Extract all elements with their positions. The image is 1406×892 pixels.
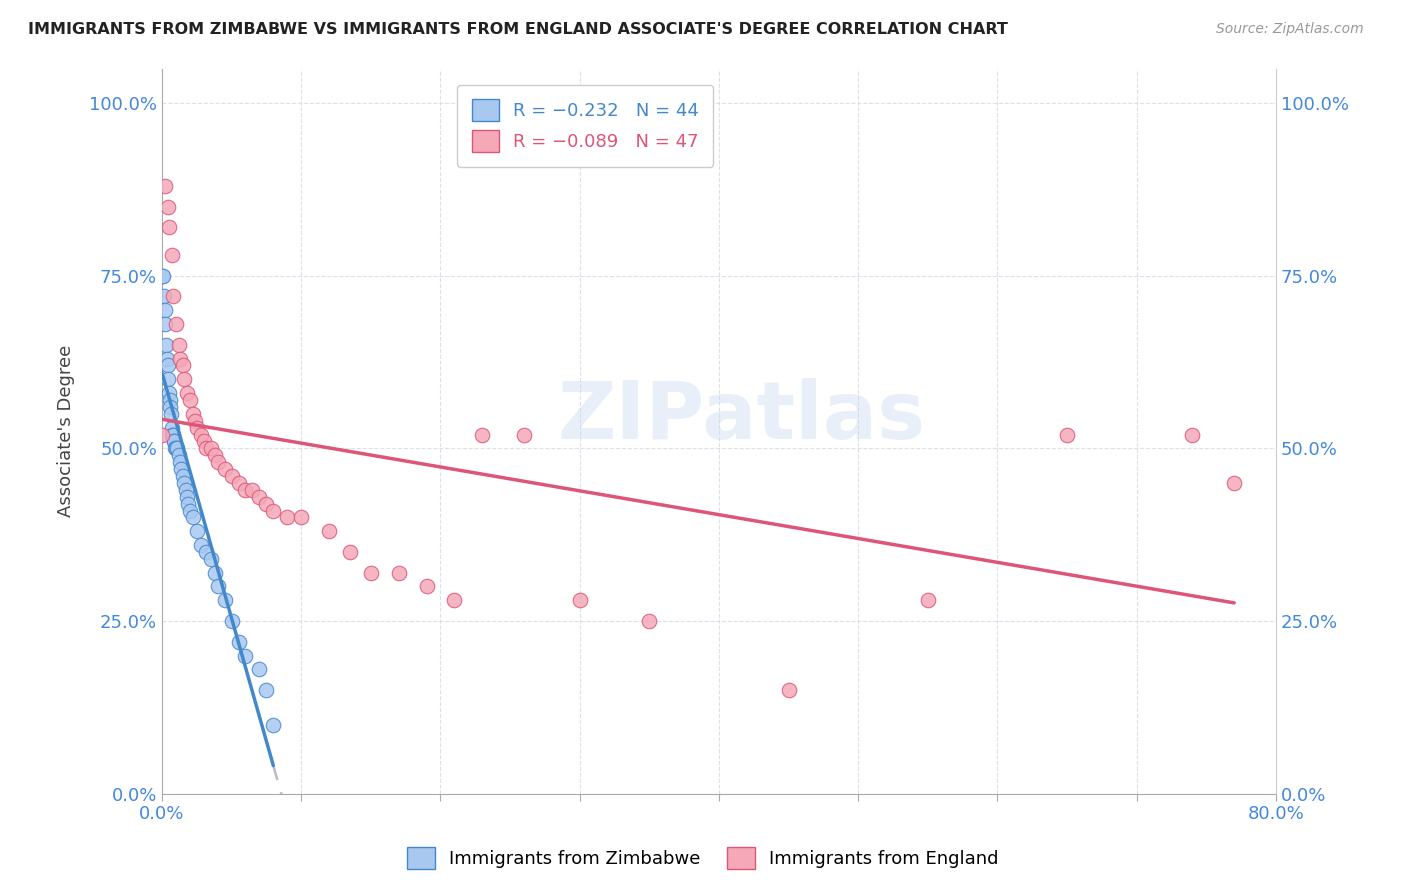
Point — [249, 662, 271, 676]
Point — [221, 469, 243, 483]
Point — [242, 483, 264, 497]
Point — [204, 566, 226, 580]
Point — [200, 552, 222, 566]
Point — [179, 503, 201, 517]
Text: IMMIGRANTS FROM ZIMBABWE VS IMMIGRANTS FROM ENGLAND ASSOCIATE'S DEGREE CORRELATI: IMMIGRANTS FROM ZIMBABWE VS IMMIGRANTS F… — [28, 22, 1008, 37]
Point — [162, 427, 184, 442]
Point — [214, 593, 236, 607]
Point — [155, 317, 177, 331]
Point — [162, 427, 184, 442]
Point — [163, 434, 186, 449]
Point — [1056, 427, 1078, 442]
Point — [159, 392, 181, 407]
Point — [221, 614, 243, 628]
Text: Source: ZipAtlas.com: Source: ZipAtlas.com — [1216, 22, 1364, 37]
Text: ZIPatlas: ZIPatlas — [557, 377, 925, 456]
Point — [181, 510, 204, 524]
Point — [186, 420, 208, 434]
Point — [443, 593, 465, 607]
Point — [568, 593, 591, 607]
Point — [172, 469, 194, 483]
Point — [173, 475, 195, 490]
Point — [165, 317, 187, 331]
Point — [415, 579, 437, 593]
Point — [190, 538, 212, 552]
Legend: Immigrants from Zimbabwe, Immigrants from England: Immigrants from Zimbabwe, Immigrants fro… — [398, 838, 1008, 879]
Point — [214, 462, 236, 476]
Point — [177, 497, 200, 511]
Point — [388, 566, 411, 580]
Point — [174, 483, 197, 497]
Point — [160, 407, 183, 421]
Point — [169, 351, 191, 366]
Point — [200, 442, 222, 456]
Point — [228, 634, 250, 648]
Y-axis label: Associate's Degree: Associate's Degree — [58, 345, 75, 517]
Point — [169, 455, 191, 469]
Point — [262, 717, 284, 731]
Point — [235, 648, 257, 663]
Point — [262, 503, 284, 517]
Point — [276, 510, 298, 524]
Point — [156, 351, 179, 366]
Point — [160, 420, 183, 434]
Point — [207, 579, 229, 593]
Point — [176, 386, 198, 401]
Point — [157, 386, 180, 401]
Point — [318, 524, 340, 539]
Point — [155, 338, 177, 352]
Point — [165, 442, 187, 456]
Point — [179, 392, 201, 407]
Point — [195, 545, 218, 559]
Point — [160, 248, 183, 262]
Point — [157, 372, 180, 386]
Point — [190, 427, 212, 442]
Point — [235, 483, 257, 497]
Point — [917, 593, 939, 607]
Point — [360, 566, 382, 580]
Point — [153, 303, 176, 318]
Point — [153, 289, 176, 303]
Point — [228, 475, 250, 490]
Point — [778, 683, 800, 698]
Point — [513, 427, 536, 442]
Point — [167, 448, 190, 462]
Point — [254, 683, 277, 698]
Point — [150, 268, 173, 283]
Point — [204, 448, 226, 462]
Point — [156, 359, 179, 373]
Point — [471, 427, 494, 442]
Point — [176, 490, 198, 504]
Legend: R = −0.232   N = 44, R = −0.089   N = 47: R = −0.232 N = 44, R = −0.089 N = 47 — [457, 85, 713, 167]
Point — [254, 497, 277, 511]
Point — [162, 289, 184, 303]
Point — [170, 462, 193, 476]
Point — [290, 510, 312, 524]
Point — [157, 220, 180, 235]
Point — [184, 414, 207, 428]
Point — [163, 434, 186, 449]
Point — [207, 455, 229, 469]
Point — [167, 338, 190, 352]
Point — [150, 427, 173, 442]
Point — [638, 614, 661, 628]
Point — [193, 434, 215, 449]
Point — [159, 400, 181, 414]
Point — [153, 178, 176, 193]
Point — [166, 442, 188, 456]
Point — [173, 372, 195, 386]
Point — [186, 524, 208, 539]
Point — [152, 268, 174, 283]
Point — [172, 359, 194, 373]
Point — [181, 407, 204, 421]
Point — [339, 545, 361, 559]
Point — [156, 200, 179, 214]
Point — [1223, 475, 1246, 490]
Point — [195, 442, 218, 456]
Point — [1181, 427, 1204, 442]
Point — [249, 490, 271, 504]
Point — [165, 442, 187, 456]
